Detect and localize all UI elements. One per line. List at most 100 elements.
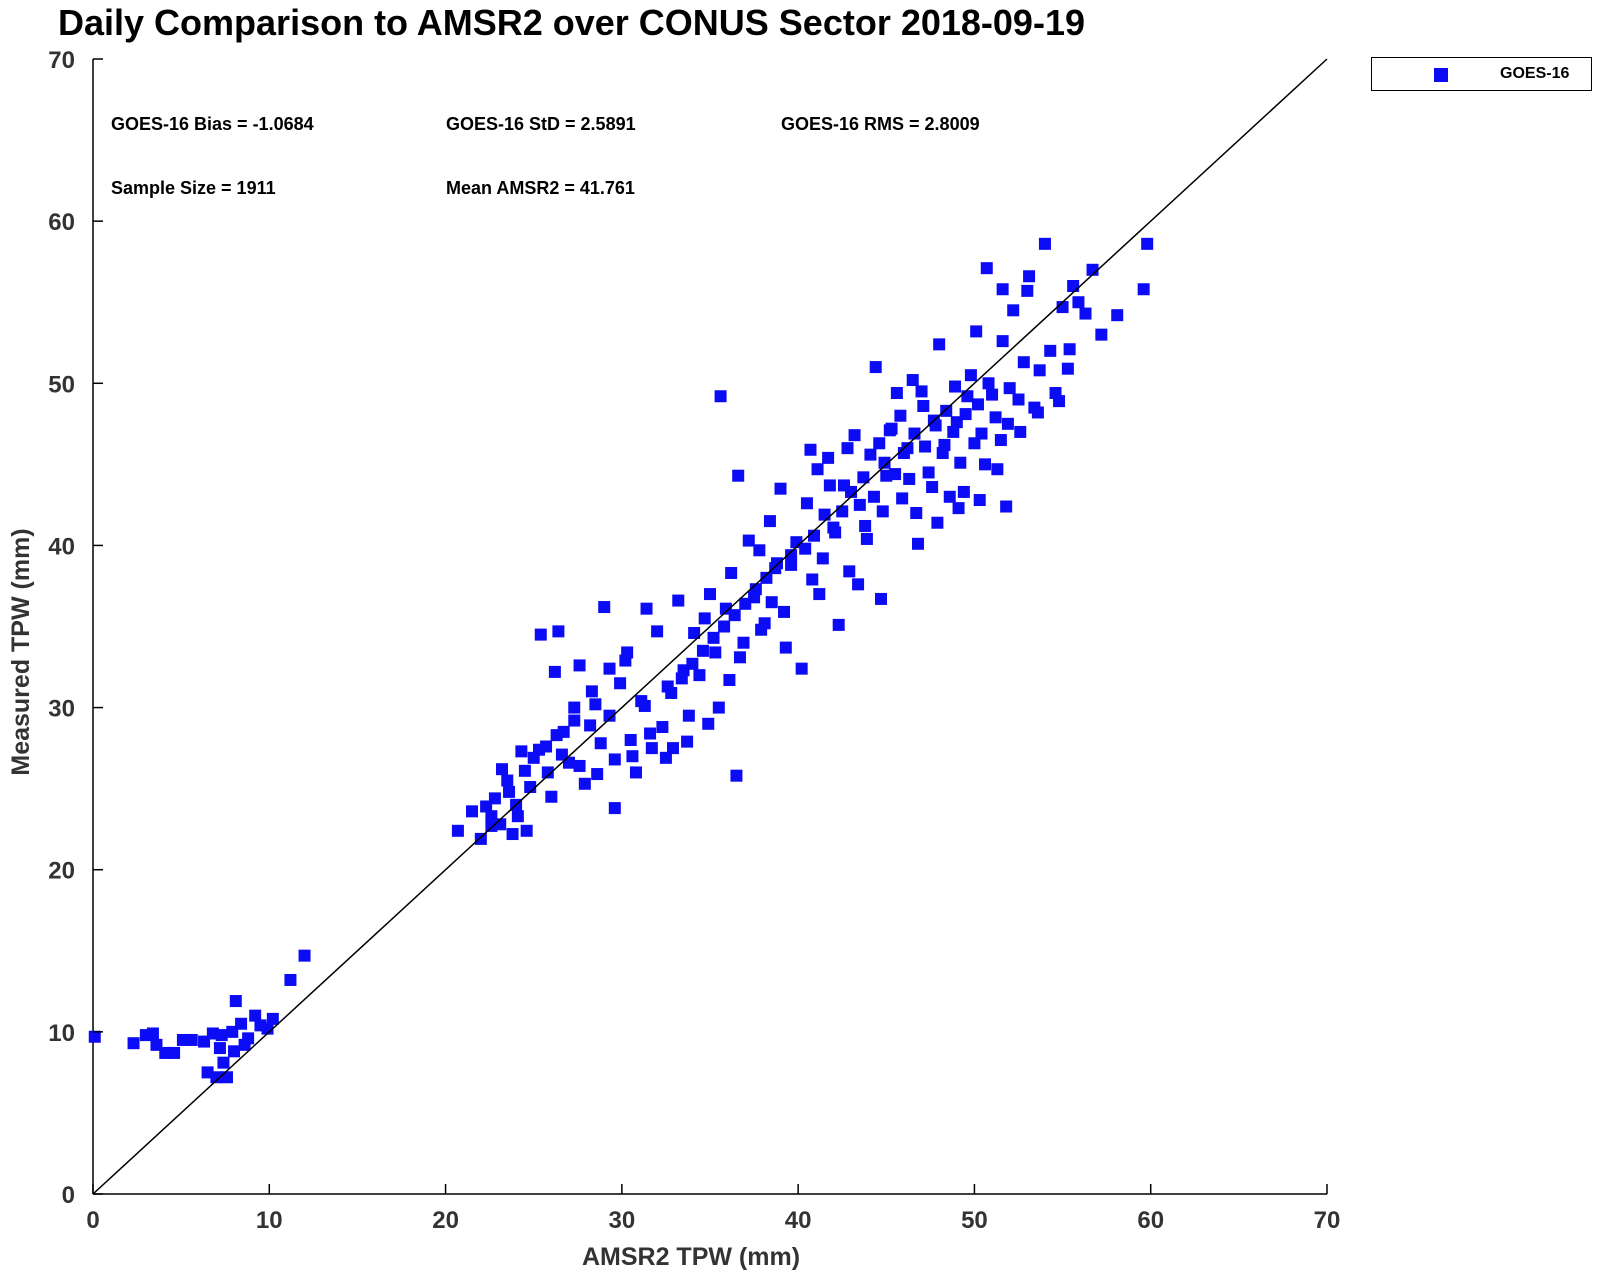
data-point	[598, 601, 611, 614]
data-point	[555, 748, 568, 761]
data-point	[603, 709, 616, 722]
data-point	[485, 810, 498, 823]
y-axis-label: Measured TPW (mm)	[7, 528, 35, 775]
data-point	[917, 399, 930, 412]
data-point	[686, 657, 699, 670]
data-point	[857, 471, 870, 484]
data-point	[659, 751, 672, 764]
x-axis-label: AMSR2 TPW (mm)	[582, 1243, 800, 1271]
data-point	[238, 1038, 251, 1051]
data-point	[848, 429, 861, 442]
data-point	[656, 721, 669, 734]
data-point	[864, 448, 877, 461]
data-point	[813, 588, 826, 601]
data-point	[957, 485, 970, 498]
data-point	[961, 390, 974, 403]
data-point	[640, 602, 653, 615]
data-point	[88, 1030, 101, 1043]
data-point	[742, 534, 755, 547]
data-point	[832, 618, 845, 631]
data-point	[919, 440, 932, 453]
data-point	[696, 644, 709, 657]
data-point	[949, 380, 962, 393]
data-point	[511, 810, 524, 823]
legend-marker-goes-16	[1434, 68, 1448, 82]
y-tick-label: 20	[48, 858, 75, 885]
data-point	[693, 669, 706, 682]
data-point	[894, 409, 907, 422]
data-point	[933, 338, 946, 351]
data-point	[971, 398, 984, 411]
data-point	[645, 742, 658, 755]
data-point	[235, 1017, 248, 1030]
data-point	[795, 662, 808, 675]
data-point	[979, 458, 992, 471]
data-point	[732, 469, 745, 482]
data-point	[215, 1029, 228, 1042]
data-point	[728, 609, 741, 622]
data-point	[765, 596, 778, 609]
data-point	[718, 620, 731, 633]
data-point	[903, 472, 916, 485]
data-point	[266, 1012, 279, 1025]
data-point	[675, 672, 688, 685]
stat-rms: GOES-16 RMS = 2.8009	[781, 114, 980, 134]
data-point	[1007, 304, 1020, 317]
data-point	[548, 665, 561, 678]
data-point	[973, 494, 986, 507]
data-point	[926, 481, 939, 494]
data-point	[651, 625, 664, 638]
data-point	[533, 743, 546, 756]
data-point	[890, 387, 903, 400]
data-point	[127, 1037, 140, 1050]
data-point	[709, 646, 722, 659]
data-point	[714, 390, 727, 403]
data-point	[811, 463, 824, 476]
data-point	[621, 646, 634, 659]
data-point	[146, 1027, 159, 1040]
data-point	[841, 442, 854, 455]
data-point	[228, 1045, 241, 1058]
data-point	[520, 824, 533, 837]
data-point	[545, 790, 558, 803]
data-point	[737, 636, 750, 649]
data-point	[778, 605, 791, 618]
data-point	[220, 1071, 233, 1084]
x-tick-label: 50	[961, 1207, 988, 1234]
data-point	[964, 369, 977, 382]
y-tick-label: 50	[48, 371, 75, 398]
data-point	[806, 573, 819, 586]
data-point	[665, 686, 678, 699]
data-point	[991, 463, 1004, 476]
data-point	[823, 479, 836, 492]
data-point	[843, 565, 856, 578]
y-tick-label: 40	[48, 533, 75, 560]
data-point	[936, 447, 949, 460]
data-point	[989, 411, 1002, 424]
data-point	[818, 508, 831, 521]
data-point	[799, 542, 812, 555]
data-point	[873, 437, 886, 450]
data-point	[774, 482, 787, 495]
data-point	[860, 532, 873, 545]
data-point	[785, 558, 798, 571]
data-point	[712, 701, 725, 714]
data-point	[501, 774, 514, 787]
data-point	[800, 497, 813, 510]
data-point	[922, 466, 935, 479]
data-point	[1038, 237, 1051, 250]
data-point	[867, 490, 880, 503]
data-point	[869, 361, 882, 374]
data-point	[996, 283, 1009, 296]
data-point	[474, 832, 487, 845]
chart-title: Daily Comparison to AMSR2 over CONUS Sec…	[58, 2, 1085, 43]
y-tick-label: 70	[48, 47, 75, 74]
data-point	[943, 490, 956, 503]
data-point	[929, 419, 942, 432]
data-point	[785, 549, 798, 562]
data-point	[688, 626, 701, 639]
stat-sample-size: Sample Size = 1911	[111, 178, 276, 198]
data-point	[1072, 296, 1085, 309]
data-point	[626, 750, 639, 763]
data-point	[672, 594, 685, 607]
